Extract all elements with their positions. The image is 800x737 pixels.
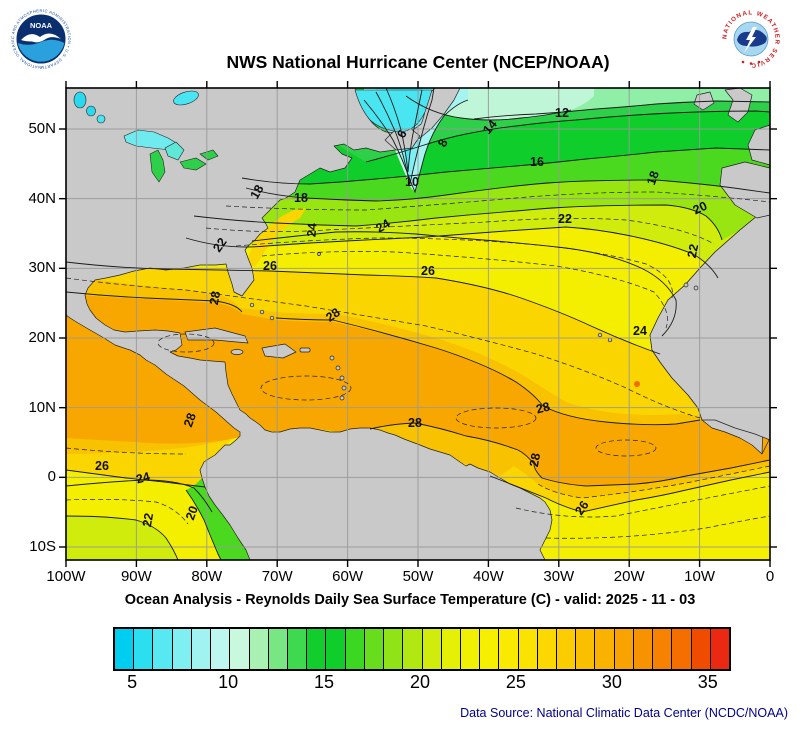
colorbar-cell — [403, 629, 423, 669]
temperature-colorbar — [113, 627, 731, 671]
x-tick-label: 80W — [191, 568, 223, 585]
colorbar-cell — [211, 629, 231, 669]
colorbar-cell — [557, 629, 577, 669]
colorbar-cell — [441, 629, 461, 669]
colorbar-cell — [134, 629, 154, 669]
x-tick-label: 30W — [543, 568, 575, 585]
x-tick-label: 50W — [402, 568, 434, 585]
y-tick-label: 10S — [29, 538, 56, 555]
x-tick-label: 70W — [261, 568, 293, 585]
x-tick-label: 0 — [765, 568, 775, 585]
colorbar-tick-label: 25 — [505, 672, 526, 692]
colorbar-cell — [249, 629, 269, 669]
colorbar-cell — [614, 629, 634, 669]
colorbar-cell — [460, 629, 481, 669]
y-tick-label: 10N — [28, 398, 56, 416]
colorbar-cell — [480, 629, 500, 669]
colorbar-cell — [691, 629, 711, 669]
colorbar-cell — [191, 629, 212, 669]
colorbar-cell — [595, 629, 615, 669]
colorbar-tick-label: 15 — [314, 672, 335, 692]
page-title: NWS National Hurricane Center (NCEP/NOAA… — [226, 52, 610, 72]
x-tick-label: 60W — [332, 568, 364, 585]
colorbar-tick-label: 10 — [218, 672, 239, 692]
colorbar-cell — [172, 629, 192, 669]
colorbar-cell — [326, 629, 346, 669]
x-tick-label: 10W — [684, 568, 716, 585]
colorbar-cell — [230, 629, 250, 669]
x-tick-label: 90W — [120, 568, 152, 585]
y-tick-label: 0 — [47, 468, 56, 486]
map-caption: Ocean Analysis - Reynolds Daily Sea Surf… — [124, 592, 696, 608]
sst-map — [59, 81, 777, 567]
colorbar-cell — [115, 629, 135, 669]
colorbar-tick-label: 5 — [127, 672, 138, 692]
x-tick-label: 40W — [472, 568, 504, 585]
x-tick-label: 20W — [613, 568, 645, 585]
colorbar-cell — [345, 629, 365, 669]
colorbar-tick-label: 20 — [409, 672, 431, 692]
noaa-logo: NATIONAL OCEANIC AND ATMOSPHERIC ADMINIS… — [9, 7, 72, 70]
sst-map-canvas — [59, 81, 777, 567]
y-tick-label: 40N — [28, 189, 56, 207]
y-tick-label: 20N — [28, 329, 56, 346]
y-tick-label: 50N — [28, 120, 56, 137]
colorbar-cell — [153, 629, 173, 669]
colorbar-tick-label: 30 — [601, 672, 622, 692]
colorbar-cell — [633, 629, 654, 669]
colorbar-tick-label: 35 — [697, 672, 718, 692]
colorbar-cell — [710, 629, 729, 669]
colorbar-cell — [672, 629, 692, 669]
data-source-note: Data Source: National Climatic Data Cent… — [460, 706, 788, 720]
colorbar-cell — [653, 629, 673, 669]
colorbar-cell — [422, 629, 442, 669]
colorbar-cell — [499, 629, 519, 669]
colorbar-cell — [518, 629, 538, 669]
colorbar-cell — [268, 629, 288, 669]
lightning-icon — [744, 27, 757, 53]
colorbar-cell — [384, 629, 404, 669]
nws-logo: NATIONAL WEATHER SERVICE — [719, 7, 782, 70]
y-tick-label: 30N — [28, 259, 56, 277]
colorbar-cell — [307, 629, 327, 669]
noaa-logo-word: NOAA — [30, 21, 53, 30]
colorbar-cell — [576, 629, 596, 669]
colorbar-cell — [537, 629, 558, 669]
colorbar-cell — [287, 629, 308, 669]
stars-decoration — [741, 60, 761, 65]
x-tick-label: 100W — [46, 568, 86, 585]
colorbar-cell — [364, 629, 385, 669]
